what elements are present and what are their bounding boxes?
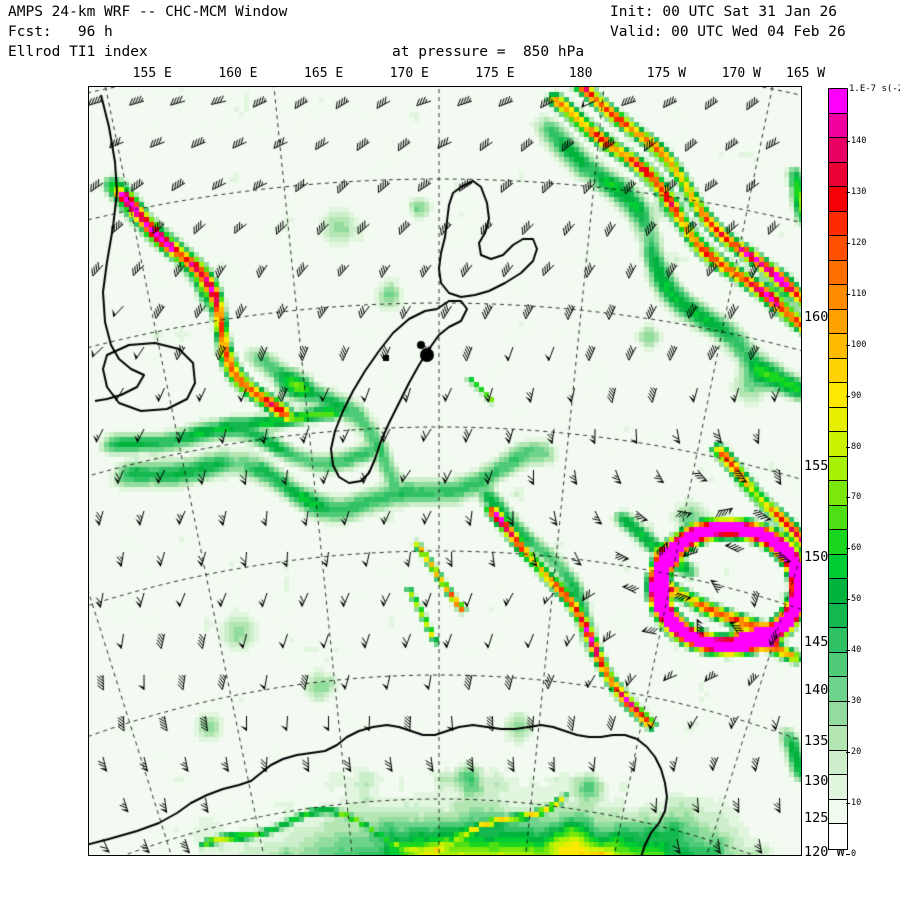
field-name-label: Ellrod TI1 index [8, 44, 148, 60]
lon-tick-label: 170 E [389, 66, 429, 81]
colorbar-cell [829, 113, 847, 139]
colorbar-tick-label: 20 [851, 747, 862, 758]
colorbar-tick-label: 100 [851, 339, 867, 350]
colorbar-tick-label: 30 [851, 696, 862, 707]
colorbar-tick-label: 120 [851, 237, 867, 248]
colorbar-tick-label: 130 [851, 186, 867, 197]
colorbar-tickmark [846, 242, 850, 244]
colorbar-cell [829, 187, 847, 212]
colorbar-cell [829, 456, 847, 482]
lon-tick-label: 155 E [132, 66, 172, 81]
colorbar-cell [829, 603, 847, 629]
init-time-label: Init: 00 UTC Sat 31 Jan 26 [610, 4, 837, 20]
colorbar-tickmark [846, 650, 850, 652]
colorbar-cell [829, 554, 847, 580]
lon-tick-label: 175 W [646, 66, 686, 81]
colorbar-tickmark [846, 548, 850, 550]
colorbar-tick-label: 50 [851, 594, 862, 605]
colorbar-cell [829, 138, 847, 163]
longitude-axis: 155 E 160 E 165 E 170 E 175 E 180 175 W 170 W 16… [88, 66, 825, 84]
colorbar-tick-label: 70 [851, 492, 862, 503]
colorbar-units-label: 1.E-7 s(-2) [849, 84, 900, 94]
colorbar-tickmark [846, 701, 850, 703]
lon-tick-label: 165 E [304, 66, 344, 81]
colorbar-cell [829, 358, 847, 384]
colorbar-cell [829, 628, 847, 653]
map-plot-area [88, 86, 802, 856]
pressure-level-label: at pressure = 850 hPa [392, 44, 585, 60]
colorbar-cell [829, 726, 847, 751]
colorbar-cell [829, 530, 847, 555]
colorbar-cell [829, 236, 847, 261]
colorbar-tickmark [846, 395, 850, 397]
colorbar-cell [829, 652, 847, 678]
colorbar-cell [829, 309, 847, 335]
valid-time-label: Valid: 00 UTC Wed 04 Feb 26 [610, 24, 846, 40]
colorbar-cell [829, 750, 847, 776]
colorbar-tickmark [846, 854, 850, 855]
colorbar-cell [829, 383, 847, 408]
lon-tick-label: 165 W [785, 66, 826, 81]
colorbar-cell [829, 701, 847, 727]
colorbar-cell [829, 211, 847, 237]
colorbar-tickmark [846, 293, 850, 295]
colorbar-tick-label: 40 [851, 645, 862, 656]
colorbar-tick-label: 0 [851, 849, 857, 859]
lon-tick-label: 180 [568, 66, 593, 81]
colorbar-tickmark [846, 803, 850, 805]
colorbar-cell [829, 824, 847, 849]
colorbar-cell [829, 432, 847, 457]
colorbar-cell [829, 775, 847, 800]
colorbar-cell [829, 481, 847, 506]
ellrod-ti1-heatmap [89, 87, 801, 855]
forecast-hour-label: Fcst: 96 h [8, 24, 113, 40]
colorbar-tickmark [846, 446, 850, 448]
colorbar-cell [829, 334, 847, 359]
colorbar-cell [829, 799, 847, 825]
lon-tick-label: 170 W [721, 66, 761, 81]
colorbar-cell [829, 407, 847, 433]
colorbar-cell [829, 579, 847, 604]
chart-title: AMPS 24-km WRF -- CHC-MCM Window [8, 4, 288, 20]
colorbar-tick-label: 140 [851, 135, 867, 146]
colorbar-cell [829, 505, 847, 531]
colorbar-tick-label: 90 [851, 390, 862, 401]
colorbar-cell [829, 162, 847, 188]
colorbar-cell [829, 260, 847, 286]
colorbar-tickmark [846, 599, 850, 601]
colorbar-cell [829, 285, 847, 310]
colorbar [828, 88, 848, 850]
colorbar-tickmark [846, 140, 850, 142]
colorbar-cell [829, 677, 847, 702]
colorbar-tick-label: 60 [851, 543, 862, 554]
colorbar-tick-label: 110 [851, 288, 867, 299]
colorbar-tick-label: 10 [851, 798, 862, 809]
colorbar-cell [829, 89, 847, 114]
colorbar-tickmark [846, 752, 850, 754]
lon-tick-label: 160 E [218, 66, 258, 81]
colorbar-tickmark [846, 191, 850, 193]
lat-tick-label: 120 W [804, 844, 845, 861]
colorbar-tickmark [846, 344, 850, 346]
colorbar-tickmark [846, 497, 850, 499]
lon-tick-label: 175 E [475, 66, 515, 81]
colorbar-tick-label: 80 [851, 441, 862, 452]
colorbar-tick-labels: 0 10 20 30 40 50 60 70 80 90 100 110 120 130 140 [846, 88, 899, 859]
